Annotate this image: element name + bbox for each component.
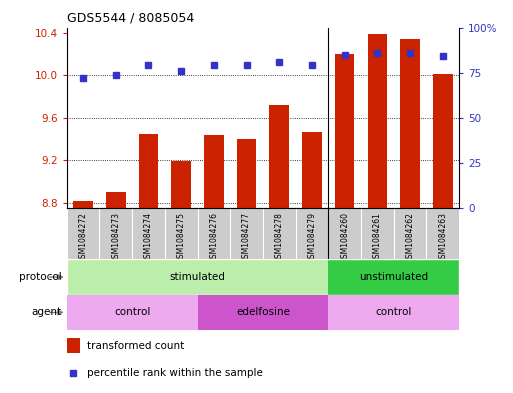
Bar [328, 295, 459, 330]
Text: GSM1084260: GSM1084260 [340, 212, 349, 263]
Bar [302, 132, 322, 208]
Text: GSM1084278: GSM1084278 [275, 212, 284, 263]
Text: GSM1084273: GSM1084273 [111, 212, 120, 263]
Text: percentile rank within the sample: percentile rank within the sample [87, 368, 263, 378]
Text: control: control [376, 307, 412, 318]
Text: agent: agent [31, 307, 62, 318]
Text: GSM1084274: GSM1084274 [144, 212, 153, 263]
Text: GSM1084263: GSM1084263 [438, 212, 447, 263]
Text: GSM1084261: GSM1084261 [373, 212, 382, 263]
Text: GSM1084262: GSM1084262 [406, 212, 415, 263]
Bar [335, 54, 354, 208]
Bar [433, 74, 452, 208]
Text: GSM1084275: GSM1084275 [176, 212, 186, 263]
Text: GSM1084272: GSM1084272 [78, 212, 88, 263]
Bar [328, 259, 459, 295]
Text: control: control [114, 307, 150, 318]
Text: GSM1084277: GSM1084277 [242, 212, 251, 263]
Bar [236, 139, 256, 208]
Text: transformed count: transformed count [87, 341, 185, 351]
Bar [73, 201, 93, 208]
Bar [67, 259, 328, 295]
Bar [198, 295, 328, 330]
Bar [269, 105, 289, 208]
Text: stimulated: stimulated [170, 272, 225, 282]
Text: GSM1084279: GSM1084279 [307, 212, 317, 263]
Text: unstimulated: unstimulated [359, 272, 428, 282]
Bar [204, 135, 224, 208]
Bar [367, 34, 387, 208]
Bar [400, 39, 420, 208]
Bar [139, 134, 158, 208]
Bar [171, 162, 191, 208]
Text: protocol: protocol [19, 272, 62, 282]
Bar [67, 295, 198, 330]
Text: edelfosine: edelfosine [236, 307, 290, 318]
Bar [67, 338, 80, 353]
Text: GSM1084276: GSM1084276 [209, 212, 219, 263]
Bar [106, 192, 126, 208]
Text: GDS5544 / 8085054: GDS5544 / 8085054 [67, 12, 194, 25]
